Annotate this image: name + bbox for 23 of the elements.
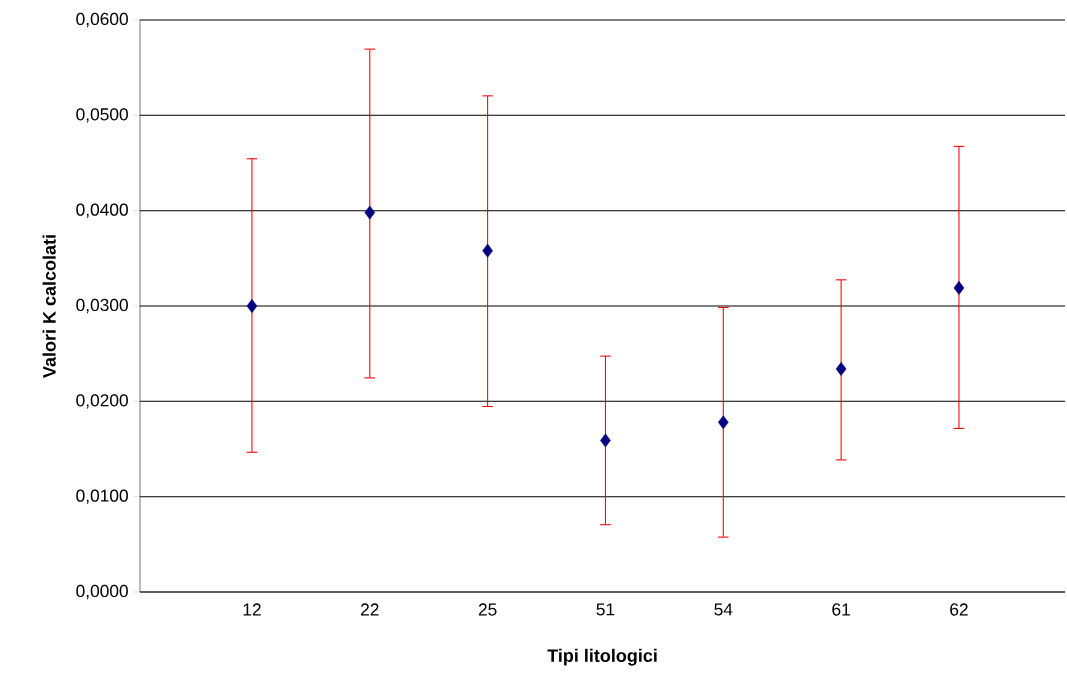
x-axis-title: Tipi litologici: [547, 648, 657, 666]
point: [835, 361, 847, 376]
point: [482, 243, 493, 258]
point: [246, 299, 258, 313]
x-tick-label: 22: [361, 603, 379, 616]
point: [600, 433, 611, 448]
point: [718, 415, 729, 430]
y-tick-label: 0,0300: [76, 298, 128, 314]
x-tick-label: 12: [243, 603, 261, 616]
x-tick-label: 54: [714, 603, 733, 616]
x-tick-label: 51: [596, 603, 615, 616]
y-tick-label: 0,0100: [76, 489, 128, 504]
x-tick-label: 25: [478, 603, 497, 616]
y-tick-label: 0,0000: [76, 584, 128, 600]
y-tick-label: 0,0200: [76, 394, 128, 409]
y-tick-label: 0,0600: [76, 12, 128, 28]
y-tick-label: 0,0500: [76, 108, 128, 123]
x-tick-label: 62: [950, 603, 968, 616]
y-axis-title: Valori K calcolati: [42, 235, 56, 378]
point: [364, 205, 376, 220]
point: [953, 280, 965, 295]
y-tick-label: 0,0400: [76, 203, 128, 218]
x-tick-label: 61: [832, 603, 850, 616]
